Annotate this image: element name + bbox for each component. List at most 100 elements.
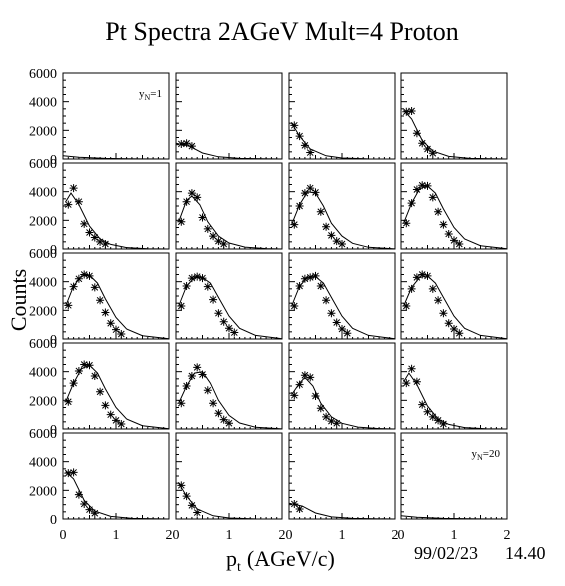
panel-frame bbox=[62, 252, 170, 340]
panel-frame bbox=[400, 432, 508, 520]
panel-10 bbox=[175, 252, 283, 340]
data-point bbox=[423, 144, 432, 153]
data-point bbox=[214, 237, 223, 246]
x-tick-label: 0 bbox=[398, 528, 405, 543]
panel-frame bbox=[400, 72, 508, 160]
data-point bbox=[290, 220, 299, 229]
y-tick-label: 0 bbox=[50, 423, 57, 438]
data-point bbox=[74, 490, 83, 499]
data-point bbox=[69, 282, 78, 291]
data-point bbox=[418, 139, 427, 148]
data-point bbox=[182, 492, 191, 501]
data-point bbox=[96, 237, 105, 246]
panel-label: yN=1 bbox=[139, 88, 162, 102]
x-tick-label: 2 bbox=[166, 528, 173, 543]
y-tick-label: 2000 bbox=[29, 394, 57, 409]
data-point bbox=[439, 419, 448, 428]
x-tick-label: 1 bbox=[113, 528, 120, 543]
y-tick-label: 6000 bbox=[29, 337, 57, 352]
data-point bbox=[182, 197, 191, 206]
data-point bbox=[332, 419, 341, 428]
data-point bbox=[402, 107, 411, 116]
y-tick-label: 4000 bbox=[29, 96, 57, 111]
data-point bbox=[290, 121, 299, 130]
data-point bbox=[74, 197, 83, 206]
data-point bbox=[209, 399, 218, 408]
panel-8 bbox=[400, 162, 508, 250]
x-tick-label: 1 bbox=[226, 528, 233, 543]
data-point bbox=[177, 481, 186, 490]
panel-frame bbox=[288, 252, 396, 340]
fit-curve bbox=[400, 515, 508, 520]
data-point bbox=[101, 401, 110, 410]
x-tick-label: 2 bbox=[392, 528, 399, 543]
data-point bbox=[112, 325, 120, 334]
data-point bbox=[69, 468, 78, 477]
panel-label-tail: =1 bbox=[150, 88, 162, 100]
data-point bbox=[423, 271, 432, 280]
data-point bbox=[85, 505, 94, 514]
y-tick-label: 2000 bbox=[29, 484, 57, 499]
data-point bbox=[322, 222, 331, 231]
panel-4 bbox=[400, 72, 508, 160]
data-point bbox=[327, 417, 336, 426]
panel-label-main: y bbox=[472, 448, 478, 460]
data-point bbox=[85, 271, 94, 280]
data-point bbox=[327, 231, 336, 240]
panel-2 bbox=[175, 72, 283, 160]
panel-17: 0 2000 4000 6000 0 1 2 bbox=[29, 427, 173, 543]
data-point bbox=[85, 228, 94, 237]
data-point bbox=[402, 379, 411, 388]
x-tick-label: 2 bbox=[279, 528, 286, 543]
footer-date: 99/02/23 bbox=[414, 543, 478, 563]
data-point bbox=[209, 232, 218, 241]
data-point bbox=[182, 139, 191, 148]
panel-frame bbox=[400, 342, 508, 430]
data-point bbox=[306, 148, 315, 157]
data-point bbox=[117, 329, 126, 338]
data-point bbox=[407, 284, 416, 293]
fit-curve bbox=[403, 275, 508, 340]
data-point bbox=[407, 106, 416, 115]
data-point bbox=[327, 309, 336, 318]
data-point bbox=[96, 387, 105, 396]
data-point bbox=[225, 324, 233, 333]
data-point bbox=[193, 508, 202, 517]
panel-7 bbox=[288, 162, 396, 250]
data-point bbox=[418, 181, 427, 190]
data-point bbox=[332, 318, 341, 327]
data-point bbox=[74, 366, 83, 375]
data-point bbox=[187, 274, 196, 283]
y-tick-label: 2000 bbox=[29, 304, 57, 319]
panel-frame bbox=[400, 252, 508, 340]
data-point bbox=[338, 239, 346, 248]
data-point bbox=[290, 302, 299, 311]
data-point bbox=[290, 391, 299, 400]
data-point bbox=[290, 499, 299, 508]
chart-title: Pt Spectra 2AGeV Mult=4 Proton bbox=[105, 17, 459, 46]
fit-curve bbox=[65, 364, 170, 430]
data-point bbox=[225, 419, 233, 428]
data-point bbox=[90, 283, 99, 292]
data-point bbox=[295, 202, 304, 210]
data-point bbox=[428, 284, 437, 293]
panel-20: yN=20 0 1 2 bbox=[398, 432, 511, 543]
panel-frame bbox=[288, 432, 396, 520]
data-point bbox=[412, 185, 421, 194]
panel-frame bbox=[62, 342, 170, 430]
data-point bbox=[187, 371, 196, 380]
x-axis-label-units: (AGeV/c) bbox=[247, 546, 335, 571]
data-point bbox=[74, 274, 83, 283]
x-tick-label: 2 bbox=[504, 528, 511, 543]
y-tick-label: 0 bbox=[50, 513, 57, 528]
panel-14 bbox=[175, 342, 283, 430]
data-point bbox=[106, 319, 115, 328]
data-point bbox=[80, 499, 89, 508]
data-point bbox=[182, 382, 191, 390]
data-point bbox=[295, 132, 304, 141]
footer-time: 14.40 bbox=[505, 543, 546, 563]
data-point bbox=[101, 308, 110, 317]
x-tick-label: 1 bbox=[339, 528, 346, 543]
data-point bbox=[198, 213, 207, 222]
panel-frame bbox=[400, 162, 508, 250]
